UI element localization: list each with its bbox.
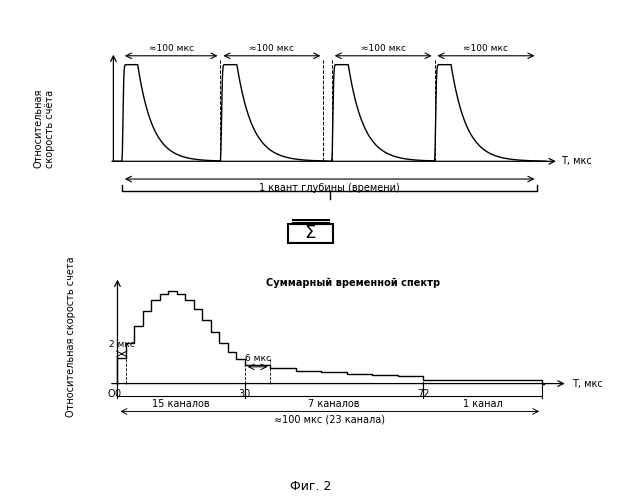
Text: T, мкс: T, мкс <box>572 378 602 388</box>
Text: ≈100 мкс: ≈100 мкс <box>463 44 509 53</box>
Text: Суммарный временной спектр: Суммарный временной спектр <box>266 278 440 288</box>
Text: 7 каналов: 7 каналов <box>308 400 360 409</box>
Text: 2 мкс: 2 мкс <box>109 340 135 349</box>
Bar <box>288 224 333 243</box>
Text: Фиг. 2: Фиг. 2 <box>290 480 331 492</box>
Text: 6 мкс: 6 мкс <box>245 354 271 363</box>
Text: ≈100 мкс: ≈100 мкс <box>361 44 406 53</box>
Text: 15 каналов: 15 каналов <box>152 400 210 409</box>
Text: ≈100 мкс: ≈100 мкс <box>148 44 194 53</box>
Text: 30: 30 <box>238 389 251 399</box>
Text: $\Sigma$: $\Sigma$ <box>304 224 317 242</box>
Text: 1 канал: 1 канал <box>463 400 502 409</box>
Text: Относительная
скорость счёта: Относительная скорость счёта <box>34 89 55 168</box>
Text: ≈100 мкс (23 канала): ≈100 мкс (23 канала) <box>274 414 385 424</box>
Text: 72: 72 <box>417 389 430 399</box>
Text: 1 квант глубины (времени): 1 квант глубины (времени) <box>260 183 400 193</box>
Text: Относительная скорость счета: Относительная скорость счета <box>66 257 76 418</box>
Text: T, мкс: T, мкс <box>561 156 592 166</box>
Text: 0: 0 <box>114 389 120 399</box>
Text: ≈100 мкс: ≈100 мкс <box>250 44 294 53</box>
Text: O: O <box>107 389 115 399</box>
